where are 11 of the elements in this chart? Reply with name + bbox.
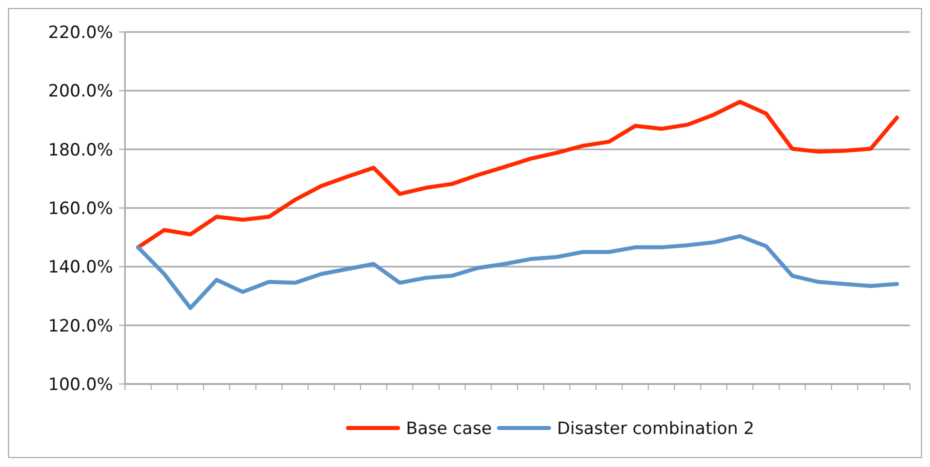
legend-label: Disaster combination 2	[557, 418, 754, 439]
y-tick-label: 220.0%	[48, 22, 113, 43]
line-series	[136, 234, 899, 310]
y-tick-label: 100.0%	[48, 374, 113, 395]
legend-label: Base case	[406, 418, 492, 439]
y-tick-label: 200.0%	[48, 82, 113, 102]
y-tick-label: 180.0%	[48, 140, 113, 160]
y-tick-label: 120.0%	[48, 316, 113, 336]
y-tick-label: 160.0%	[48, 198, 113, 219]
y-tick-label: 140.0%	[48, 258, 113, 278]
line-series	[136, 100, 899, 250]
